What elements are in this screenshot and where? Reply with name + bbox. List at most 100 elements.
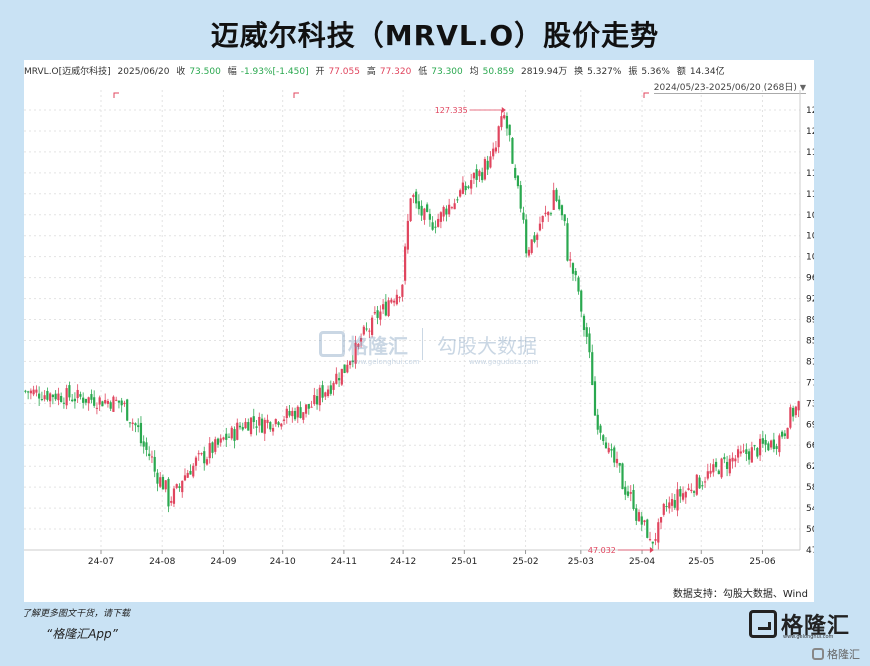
candle-body bbox=[387, 300, 390, 317]
x-tick-label: 24-12 bbox=[390, 557, 416, 567]
candle-body bbox=[87, 397, 90, 404]
candle-body bbox=[401, 284, 404, 297]
candle-body bbox=[365, 328, 368, 330]
y-tick-label: 92.919 bbox=[806, 295, 814, 305]
candle-body bbox=[701, 485, 704, 487]
candle-body bbox=[464, 185, 467, 191]
candle-body bbox=[758, 438, 762, 456]
candle-body bbox=[618, 463, 621, 466]
candle-body bbox=[159, 477, 162, 487]
candle-body bbox=[728, 458, 731, 474]
candle-body bbox=[522, 212, 525, 220]
candle-body bbox=[354, 342, 357, 364]
candle-body bbox=[76, 389, 79, 399]
candle-body bbox=[797, 401, 800, 411]
high-value: 77.320 bbox=[379, 67, 412, 77]
dropdown-triangle-icon: ▼ bbox=[799, 83, 806, 92]
candle-body bbox=[734, 458, 737, 462]
candle-body bbox=[588, 333, 591, 353]
candle-body bbox=[216, 438, 220, 445]
candle-body bbox=[318, 387, 321, 406]
candle-body bbox=[505, 115, 509, 129]
candle-body bbox=[731, 457, 734, 462]
candle-body bbox=[417, 201, 420, 210]
candle-body bbox=[65, 388, 68, 406]
candle-body bbox=[310, 406, 313, 408]
candle-body bbox=[175, 484, 178, 488]
candle-body bbox=[431, 222, 434, 230]
candle-body bbox=[720, 458, 723, 478]
app-note: “格隆汇App” bbox=[46, 627, 118, 641]
candle-body bbox=[393, 300, 396, 303]
y-tick-label: 100.567 bbox=[806, 253, 814, 263]
candle-body bbox=[332, 382, 335, 390]
candle-body bbox=[24, 390, 27, 392]
candle-body bbox=[189, 470, 192, 475]
candle-body bbox=[596, 414, 599, 430]
candle-body bbox=[258, 416, 261, 426]
candle-body bbox=[373, 312, 376, 314]
candle-body bbox=[778, 435, 781, 453]
candle-body bbox=[326, 389, 330, 396]
candle-body bbox=[299, 407, 302, 418]
annotation-arrowhead bbox=[501, 107, 506, 113]
corner-marker bbox=[293, 92, 299, 98]
candle-body bbox=[57, 393, 60, 401]
candle-body bbox=[84, 398, 88, 403]
candle-body bbox=[511, 137, 514, 164]
candle-body bbox=[448, 204, 451, 215]
candle-body bbox=[725, 461, 729, 469]
candle-body bbox=[348, 361, 352, 365]
y-tick-label: 77.623 bbox=[806, 378, 814, 388]
candle-body bbox=[101, 401, 104, 407]
x-tick-label: 24-08 bbox=[149, 557, 175, 567]
candle-body bbox=[445, 208, 448, 215]
footer-logo: 格隆汇 bbox=[812, 646, 860, 662]
candle-body bbox=[659, 517, 663, 523]
candle-body bbox=[503, 115, 506, 119]
candle-body bbox=[178, 486, 181, 488]
candle-body bbox=[68, 385, 71, 398]
candle-body bbox=[282, 419, 286, 421]
candle-body bbox=[481, 172, 484, 181]
x-tick-label: 24-11 bbox=[331, 557, 357, 567]
candle-body bbox=[668, 502, 671, 509]
candle-body bbox=[247, 422, 250, 431]
turnover-value: 5.327% bbox=[587, 67, 622, 77]
candle-body bbox=[714, 461, 718, 468]
candle-body bbox=[426, 204, 429, 212]
candle-body bbox=[750, 447, 753, 463]
open-value: 77.055 bbox=[328, 67, 360, 77]
date-range-selector[interactable]: 2024/05/23-2025/06/20 (268日) ▼ bbox=[653, 80, 806, 94]
candle-body bbox=[73, 398, 77, 402]
candle-body bbox=[137, 425, 140, 428]
y-tick-label: 123.511 bbox=[806, 127, 814, 137]
watermark: 格隆汇 www.gelonghui.com 勾股大数据 www.gogudata… bbox=[319, 328, 538, 366]
candle-body bbox=[566, 223, 569, 261]
y-tick-label: 54.680 bbox=[806, 504, 814, 514]
candle-body bbox=[712, 464, 715, 473]
candle-body bbox=[362, 326, 365, 335]
candle-body bbox=[703, 481, 707, 483]
candle-body bbox=[657, 522, 660, 543]
candle-body bbox=[544, 212, 547, 214]
candle-body bbox=[442, 206, 445, 217]
candle-body bbox=[60, 396, 63, 402]
candle-body bbox=[434, 226, 437, 228]
candle-body bbox=[161, 476, 165, 490]
candle-body bbox=[569, 259, 572, 261]
candle-body bbox=[35, 389, 38, 393]
low-value: 73.300 bbox=[431, 67, 463, 77]
candle-body bbox=[117, 400, 121, 403]
candle-body bbox=[211, 442, 214, 453]
candle-body bbox=[786, 427, 789, 439]
candle-body bbox=[395, 294, 398, 305]
candle-body bbox=[219, 438, 222, 443]
candle-body bbox=[368, 330, 371, 332]
candle-body bbox=[450, 207, 454, 209]
candle-body bbox=[679, 488, 682, 497]
candle-body bbox=[139, 422, 143, 444]
candle-body bbox=[288, 410, 291, 416]
y-tick-label: 73.799 bbox=[806, 399, 814, 409]
candle-body bbox=[582, 315, 586, 331]
